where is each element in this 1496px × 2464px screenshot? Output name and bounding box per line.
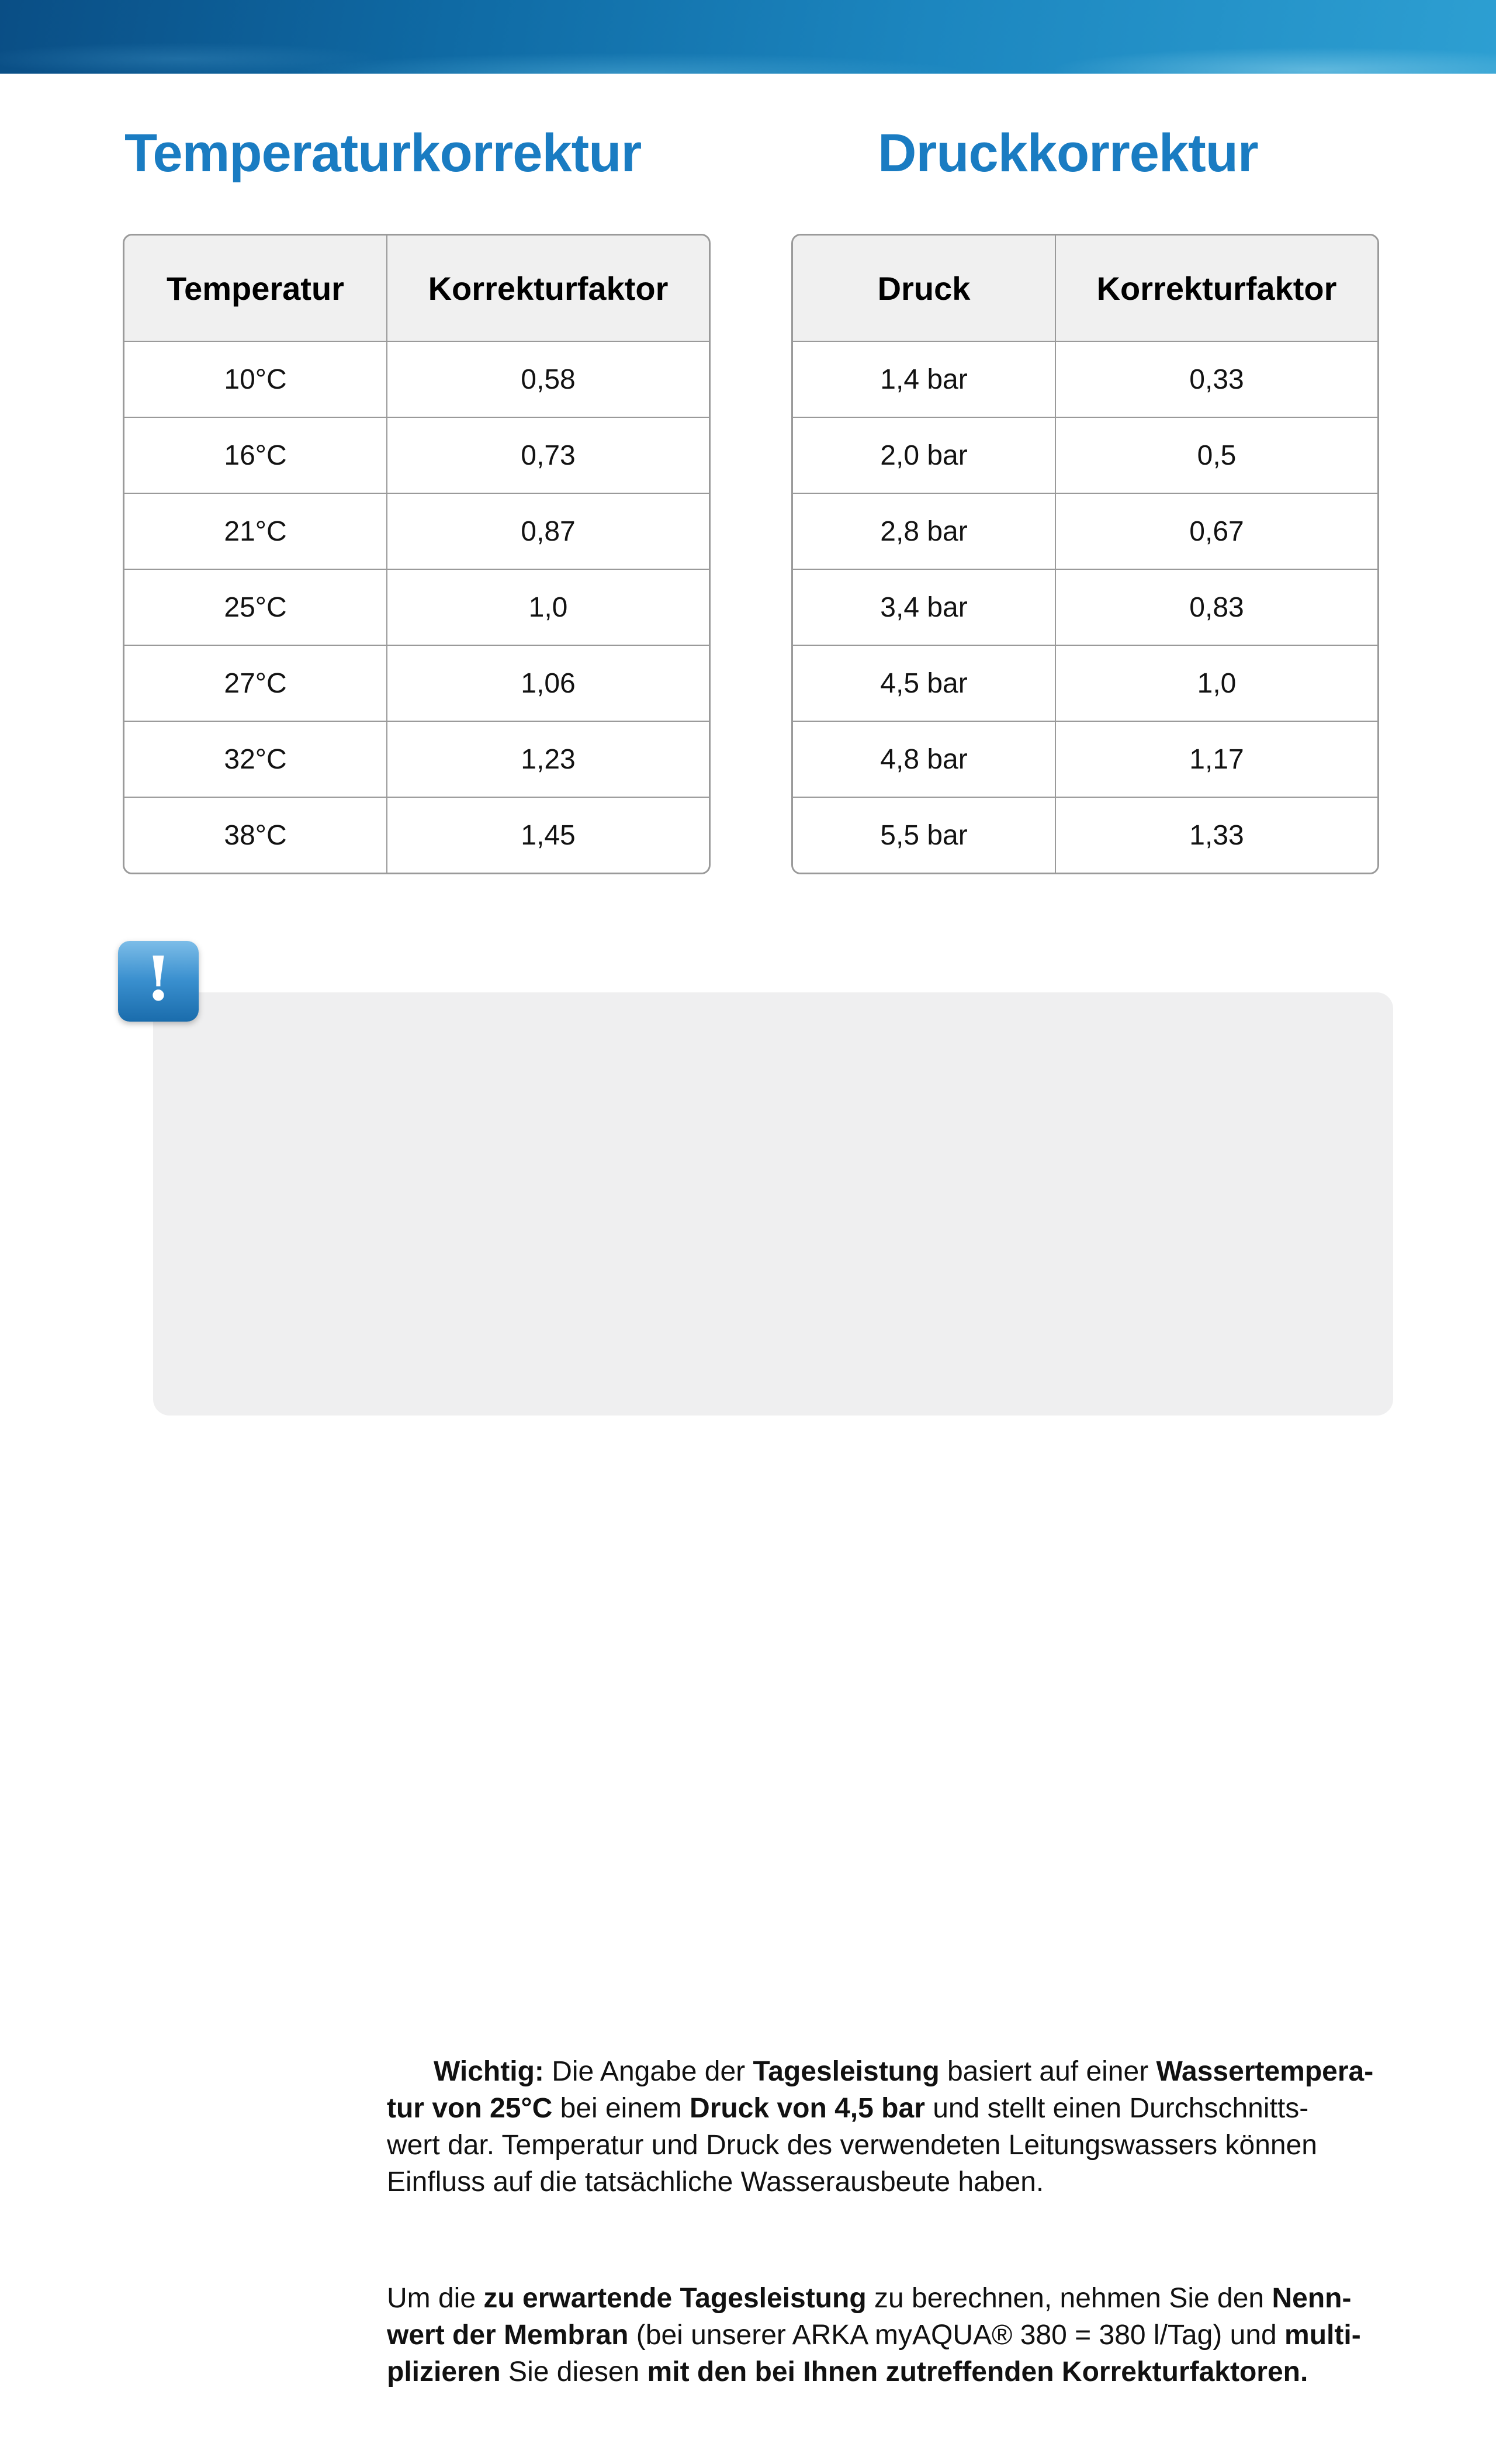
value-cell: 3,4 bar xyxy=(793,570,1056,645)
note-text: bei einem xyxy=(552,2093,690,2124)
ocean-banner-image xyxy=(0,0,1496,74)
correction-factor-cell: 1,17 xyxy=(1189,743,1244,775)
important-note-box: Wichtig: Die Angabe der Tagesleistung ba… xyxy=(153,992,1393,2387)
table-row: 3,4 bar 0,83 xyxy=(793,569,1377,645)
pressure-correction-table: Druck Korrekturfaktor 1,4 bar 0,33 2,0 bar 0,… xyxy=(791,234,1379,874)
value-cell: 25°C xyxy=(124,570,387,645)
table-header-cell: Korrekturfaktor xyxy=(1096,269,1337,307)
note-text-bold: mit den bei Ihnen zutreffenden Korrektur… xyxy=(647,2356,1308,2387)
exclamation-alert-icon: ! xyxy=(118,941,199,1022)
table-row: 1,4 bar 0,33 xyxy=(793,341,1377,417)
table-row: 4,8 bar 1,17 xyxy=(793,721,1377,797)
table-row: 32°C 1,23 xyxy=(124,721,709,797)
table-header-cell: Temperatur xyxy=(124,236,387,341)
correction-factor-cell: 0,33 xyxy=(1189,364,1244,395)
value-cell: 27°C xyxy=(124,646,387,721)
correction-factor-cell: 0,73 xyxy=(521,439,576,471)
table-header-row: Druck Korrekturfaktor xyxy=(793,236,1377,341)
table-row: 21°C 0,87 xyxy=(124,493,709,569)
value-cell: 1,4 bar xyxy=(793,342,1056,417)
note-text: Die Angabe der xyxy=(543,2056,753,2087)
note-text-bold: Wichtig: xyxy=(434,2056,544,2087)
value-cell: 2,0 bar xyxy=(793,418,1056,493)
table-row: 25°C 1,0 xyxy=(124,569,709,645)
table-row: 16°C 0,73 xyxy=(124,417,709,493)
value-cell: 38°C xyxy=(124,798,387,873)
value-cell: 10°C xyxy=(124,342,387,417)
correction-factor-cell: 0,83 xyxy=(1189,591,1244,623)
note-text: Sie diesen xyxy=(500,2356,647,2387)
correction-factor-cell: 0,67 xyxy=(1189,515,1244,547)
note-paragraph-2: Um die zu erwartende Tagesleistung zu be… xyxy=(387,2280,1496,2390)
important-note-text: Wichtig: Die Angabe der Tagesleistung ba… xyxy=(387,2016,1496,2464)
correction-factor-cell: 1,06 xyxy=(521,667,576,699)
value-cell: 5,5 bar xyxy=(793,798,1056,873)
correction-factor-cell: 1,45 xyxy=(521,819,576,851)
table-row: 10°C 0,58 xyxy=(124,341,709,417)
value-cell: 32°C xyxy=(124,722,387,797)
note-text-bold: Tagesleistung xyxy=(753,2056,940,2087)
infographic-page: Temperaturkorrektur Druckkorrektur Tempe… xyxy=(0,0,1496,2387)
correction-factor-cell: 1,0 xyxy=(528,591,568,623)
note-text: (bei unserer ARKA myAQUA® 380 = 380 l/Ta… xyxy=(628,2320,1285,2351)
note-text-bold: zu erwartende Tagesleistung xyxy=(483,2283,867,2314)
correction-factor-cell: 1,23 xyxy=(521,743,576,775)
value-cell: 4,8 bar xyxy=(793,722,1056,797)
correction-factor-cell: 0,5 xyxy=(1197,439,1237,471)
note-text-bold: Druck von 4,5 bar xyxy=(690,2093,925,2124)
table-header-cell: Korrekturfaktor xyxy=(428,269,669,307)
table-row: 38°C 1,45 xyxy=(124,797,709,873)
table-row: 5,5 bar 1,33 xyxy=(793,797,1377,873)
table-row: 2,8 bar 0,67 xyxy=(793,493,1377,569)
note-text: basiert auf einer xyxy=(939,2056,1156,2087)
value-cell: 21°C xyxy=(124,494,387,569)
value-cell: 2,8 bar xyxy=(793,494,1056,569)
correction-factor-cell: 0,87 xyxy=(521,515,576,547)
table-row: 4,5 bar 1,0 xyxy=(793,645,1377,721)
table-row: 27°C 1,06 xyxy=(124,645,709,721)
correction-factor-cell: 1,33 xyxy=(1189,819,1244,851)
note-text: Um die xyxy=(387,2283,484,2314)
table-header-cell: Druck xyxy=(793,236,1056,341)
correction-factor-cell: 1,0 xyxy=(1197,667,1237,699)
table-row: 2,0 bar 0,5 xyxy=(793,417,1377,493)
value-cell: 16°C xyxy=(124,418,387,493)
value-cell: 4,5 bar xyxy=(793,646,1056,721)
temperature-correction-table: Temperatur Korrekturfaktor 10°C 0,58 16°C 0,7… xyxy=(123,234,711,874)
table-header-row: Temperatur Korrekturfaktor xyxy=(124,236,709,341)
exclamation-glyph: ! xyxy=(145,943,172,1015)
note-text: zu berechnen, nehmen Sie den xyxy=(866,2283,1272,2314)
correction-factor-cell: 0,58 xyxy=(521,364,576,395)
section-title-pressure: Druckkorrektur xyxy=(878,123,1259,183)
note-paragraph-1: Wichtig: Die Angabe der Tagesleistung ba… xyxy=(387,2056,1373,2197)
section-title-temperature: Temperaturkorrektur xyxy=(124,123,642,183)
